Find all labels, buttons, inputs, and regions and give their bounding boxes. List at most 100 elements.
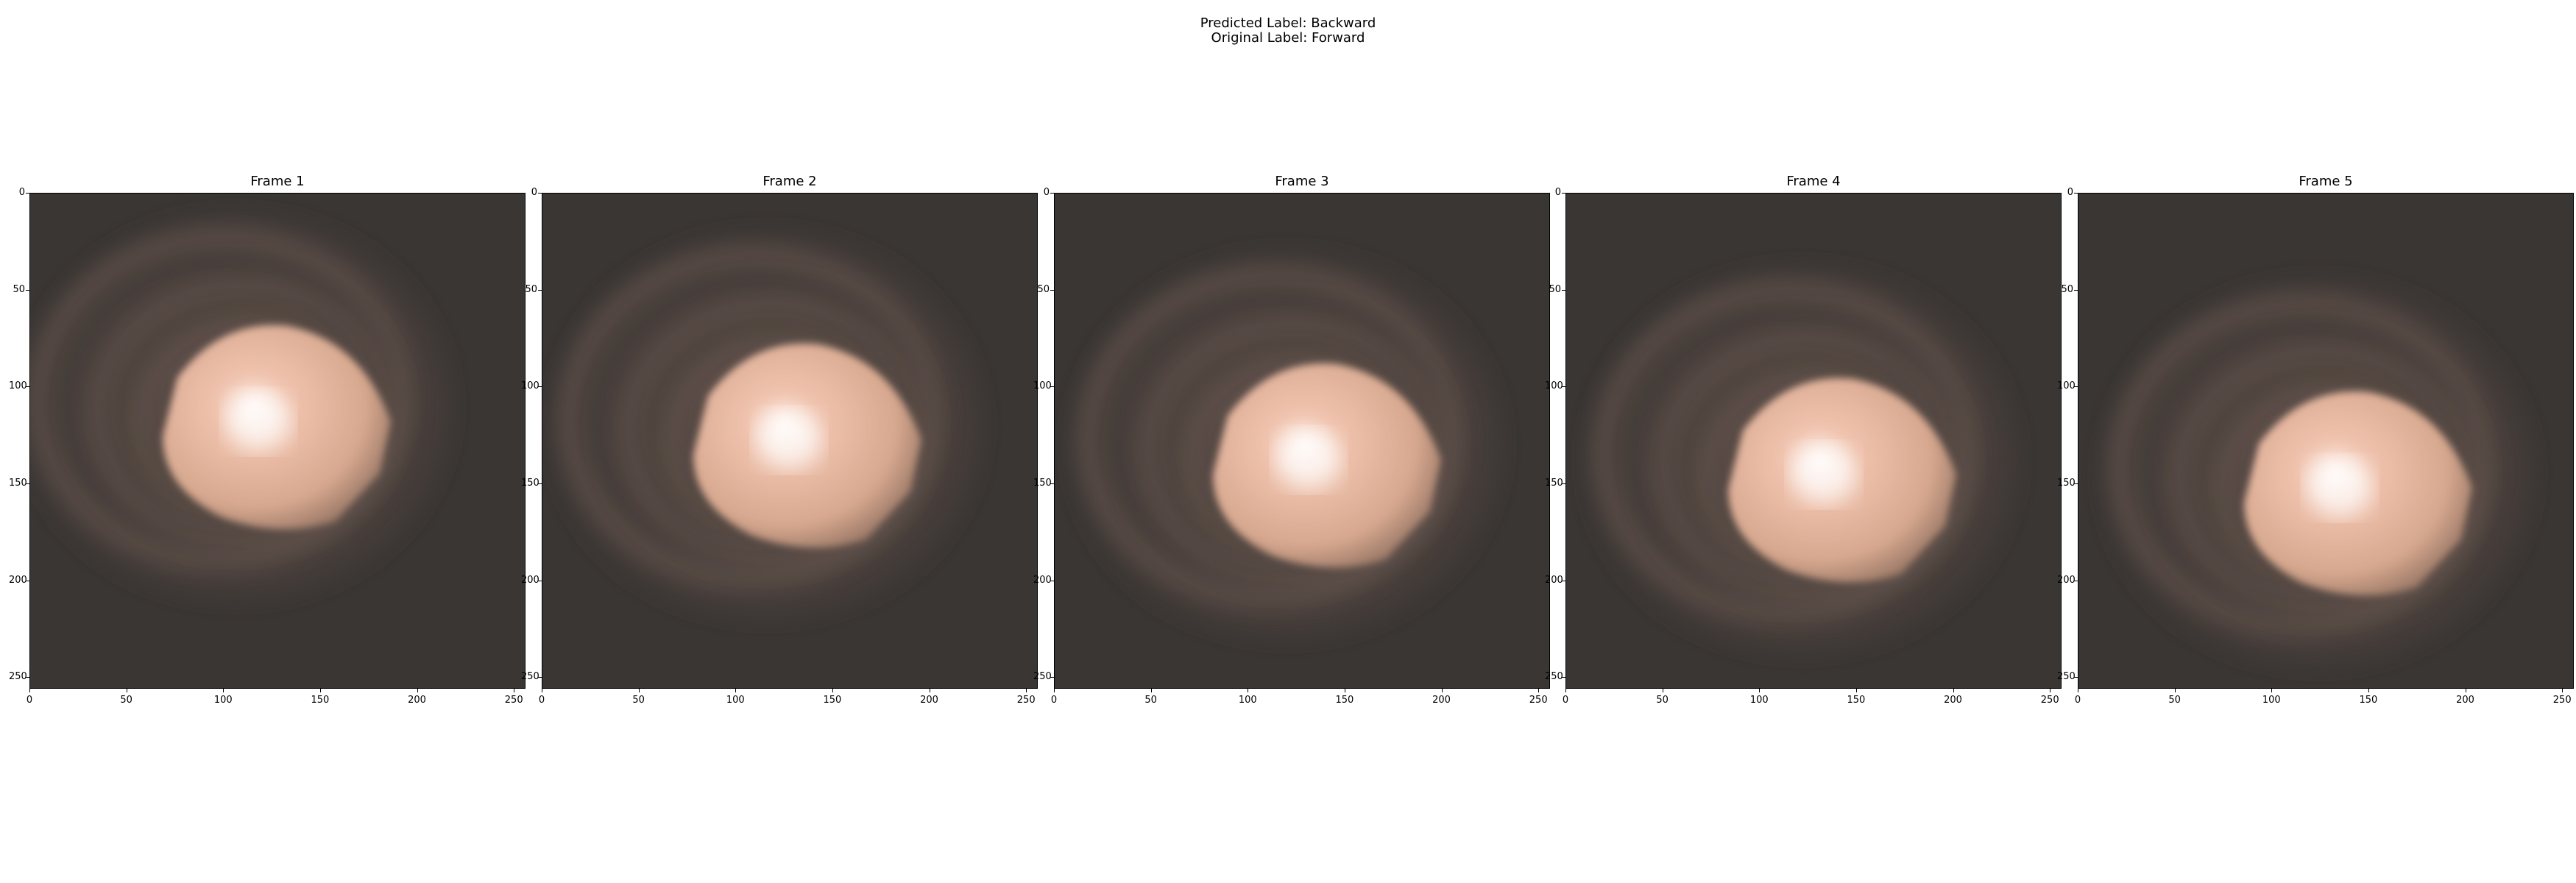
y-tick-mark bbox=[1562, 289, 1565, 291]
x-tick-mark bbox=[1026, 689, 1027, 692]
y-tick-label: 200 bbox=[1545, 574, 1563, 586]
y-tick-label: 100 bbox=[521, 380, 539, 392]
y-tick-label: 100 bbox=[1545, 380, 1563, 392]
x-tick-label: 100 bbox=[1749, 695, 1769, 706]
frame-image bbox=[2078, 193, 2574, 689]
y-tick-label: 250 bbox=[9, 671, 27, 683]
original-label: Original Label: Forward bbox=[1211, 30, 1365, 46]
x-tick-mark bbox=[832, 689, 833, 692]
y-tick-label: 0 bbox=[2067, 187, 2073, 198]
x-tick-label: 150 bbox=[1335, 695, 1354, 706]
x-tick-mark bbox=[1565, 689, 1566, 692]
y-tick-label: 0 bbox=[18, 187, 25, 198]
y-tick-label: 200 bbox=[1033, 574, 1052, 586]
x-tick-label: 250 bbox=[2040, 695, 2059, 706]
y-tick-mark bbox=[1050, 289, 1054, 291]
predicted-label: Predicted Label: Backward bbox=[1200, 15, 1376, 31]
x-tick-label: 150 bbox=[311, 695, 330, 706]
x-tick-mark bbox=[2271, 689, 2273, 692]
x-tick-mark bbox=[1538, 689, 1540, 692]
x-tick-label: 250 bbox=[2552, 695, 2572, 706]
y-tick-mark bbox=[2074, 386, 2078, 388]
frame-title: Frame 3 bbox=[1275, 174, 1329, 189]
x-tick-mark bbox=[638, 689, 640, 692]
y-tick-label: 250 bbox=[521, 671, 539, 683]
y-tick-label: 50 bbox=[525, 283, 537, 295]
y-tick-mark bbox=[538, 677, 542, 678]
y-tick-mark bbox=[26, 289, 29, 291]
y-tick-mark bbox=[1050, 386, 1054, 388]
x-tick-mark bbox=[2562, 689, 2563, 692]
x-tick-label: 0 bbox=[26, 695, 33, 706]
x-tick-label: 200 bbox=[408, 695, 426, 706]
y-tick-label: 50 bbox=[1549, 283, 1561, 295]
frame-panel: Frame 5 0 50 100 150 200 250 0 50 100 150 200 250 bbox=[2057, 174, 2574, 706]
x-tick-label: 0 bbox=[1050, 695, 1058, 706]
y-tick-label: 150 bbox=[1033, 477, 1052, 489]
frame-panel: Frame 2 0 50 100 150 200 250 0 50 100 150 200 250 bbox=[521, 174, 1038, 706]
y-tick-mark bbox=[2074, 193, 2078, 194]
y-tick-label: 250 bbox=[2057, 671, 2076, 683]
y-tick-label: 200 bbox=[9, 574, 27, 586]
y-tick-mark bbox=[1050, 483, 1054, 484]
y-tick-label: 150 bbox=[2057, 477, 2076, 489]
x-tick-mark bbox=[1054, 689, 1055, 692]
y-tick-mark bbox=[2074, 289, 2078, 291]
x-tick-mark bbox=[1759, 689, 1761, 692]
y-tick-label: 150 bbox=[521, 477, 539, 489]
y-tick-mark bbox=[26, 677, 29, 678]
y-tick-label: 50 bbox=[1037, 283, 1050, 295]
y-tick-mark bbox=[26, 386, 29, 388]
x-tick-label: 50 bbox=[1144, 695, 1157, 706]
x-tick-label: 200 bbox=[2456, 695, 2474, 706]
y-tick-mark bbox=[26, 193, 29, 194]
frame-image bbox=[542, 193, 1038, 689]
x-tick-label: 150 bbox=[2359, 695, 2378, 706]
x-tick-label: 100 bbox=[1238, 695, 1257, 706]
x-tick-label: 100 bbox=[2262, 695, 2281, 706]
frame-title: Frame 2 bbox=[762, 174, 817, 189]
x-tick-mark bbox=[417, 689, 418, 692]
x-tick-label: 0 bbox=[538, 695, 545, 706]
y-tick-mark bbox=[538, 386, 542, 388]
y-tick-label: 150 bbox=[9, 477, 27, 489]
x-tick-mark bbox=[2368, 689, 2369, 692]
x-tick-mark bbox=[1953, 689, 1954, 692]
x-tick-label: 150 bbox=[823, 695, 842, 706]
frame-panel: Frame 1 0 50 100 150 200 250 0 50 100 150 200 250 bbox=[9, 174, 526, 706]
y-tick-label: 200 bbox=[2057, 574, 2076, 586]
x-tick-label: 50 bbox=[120, 695, 132, 706]
y-tick-mark bbox=[1562, 193, 1565, 194]
x-tick-label: 200 bbox=[1944, 695, 1962, 706]
y-tick-label: 100 bbox=[9, 380, 27, 392]
y-tick-mark bbox=[1562, 677, 1565, 678]
frame-panel: Frame 3 0 50 100 150 200 250 0 50 100 150 200 250 bbox=[1033, 174, 1550, 706]
frame-title: Frame 5 bbox=[2299, 174, 2353, 189]
frame-panel: Frame 4 0 50 100 150 200 250 0 50 100 150 200 250 bbox=[1545, 174, 2062, 706]
y-tick-mark bbox=[538, 483, 542, 484]
y-tick-mark bbox=[538, 289, 542, 291]
y-tick-mark bbox=[1562, 483, 1565, 484]
frame-image bbox=[1054, 193, 1550, 689]
x-tick-mark bbox=[735, 689, 737, 692]
y-tick-label: 50 bbox=[13, 283, 25, 295]
y-tick-mark bbox=[2074, 483, 2078, 484]
x-tick-label: 200 bbox=[920, 695, 938, 706]
y-tick-label: 150 bbox=[1545, 477, 1563, 489]
x-tick-mark bbox=[319, 689, 321, 692]
y-tick-label: 250 bbox=[1033, 671, 1052, 683]
x-tick-label: 0 bbox=[2074, 695, 2081, 706]
y-tick-label: 100 bbox=[2057, 380, 2076, 392]
x-tick-mark bbox=[1150, 689, 1152, 692]
frame-title: Frame 4 bbox=[1786, 174, 1841, 189]
y-tick-mark bbox=[538, 193, 542, 194]
x-tick-label: 150 bbox=[1847, 695, 1866, 706]
x-tick-label: 250 bbox=[1016, 695, 1036, 706]
x-tick-mark bbox=[2174, 689, 2176, 692]
y-tick-label: 0 bbox=[1554, 187, 1561, 198]
y-tick-label: 200 bbox=[521, 574, 539, 586]
y-tick-label: 50 bbox=[2061, 283, 2073, 295]
x-tick-mark bbox=[1855, 689, 1857, 692]
x-tick-label: 250 bbox=[504, 695, 523, 706]
frame-title: Frame 1 bbox=[250, 174, 305, 189]
